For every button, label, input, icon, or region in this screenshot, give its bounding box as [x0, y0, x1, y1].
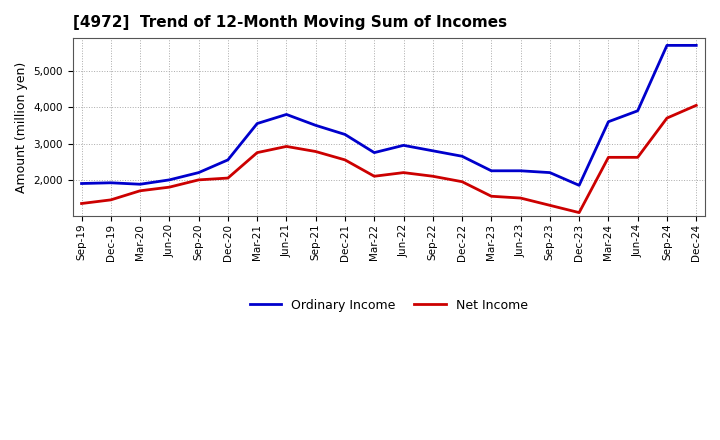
Ordinary Income: [458, 154, 467, 159]
Ordinary Income: [575, 183, 583, 188]
Ordinary Income: [341, 132, 349, 137]
Net Income: [575, 210, 583, 215]
Ordinary Income: [516, 168, 525, 173]
Net Income: [692, 103, 701, 108]
Ordinary Income: [194, 170, 203, 175]
Ordinary Income: [487, 168, 495, 173]
Net Income: [370, 174, 379, 179]
Net Income: [224, 176, 233, 181]
Net Income: [165, 184, 174, 190]
Ordinary Income: [399, 143, 408, 148]
Ordinary Income: [224, 157, 233, 162]
Ordinary Income: [253, 121, 261, 126]
Net Income: [311, 149, 320, 154]
Ordinary Income: [634, 108, 642, 114]
Net Income: [399, 170, 408, 175]
Net Income: [107, 197, 115, 202]
Ordinary Income: [282, 112, 291, 117]
Net Income: [282, 144, 291, 149]
Net Income: [77, 201, 86, 206]
Net Income: [604, 155, 613, 160]
Ordinary Income: [311, 123, 320, 128]
Ordinary Income: [107, 180, 115, 185]
Net Income: [428, 174, 437, 179]
Ordinary Income: [77, 181, 86, 186]
Line: Net Income: Net Income: [81, 105, 696, 213]
Net Income: [341, 157, 349, 162]
Net Income: [662, 115, 671, 121]
Ordinary Income: [428, 148, 437, 154]
Net Income: [136, 188, 145, 194]
Net Income: [194, 177, 203, 183]
Y-axis label: Amount (million yen): Amount (million yen): [15, 62, 28, 193]
Net Income: [546, 203, 554, 208]
Net Income: [516, 195, 525, 201]
Ordinary Income: [662, 43, 671, 48]
Line: Ordinary Income: Ordinary Income: [81, 45, 696, 185]
Ordinary Income: [604, 119, 613, 125]
Ordinary Income: [546, 170, 554, 175]
Legend: Ordinary Income, Net Income: Ordinary Income, Net Income: [245, 294, 533, 317]
Net Income: [487, 194, 495, 199]
Net Income: [634, 155, 642, 160]
Ordinary Income: [692, 43, 701, 48]
Net Income: [458, 179, 467, 184]
Ordinary Income: [370, 150, 379, 155]
Ordinary Income: [136, 182, 145, 187]
Ordinary Income: [165, 177, 174, 183]
Net Income: [253, 150, 261, 155]
Text: [4972]  Trend of 12-Month Moving Sum of Incomes: [4972] Trend of 12-Month Moving Sum of I…: [73, 15, 507, 30]
